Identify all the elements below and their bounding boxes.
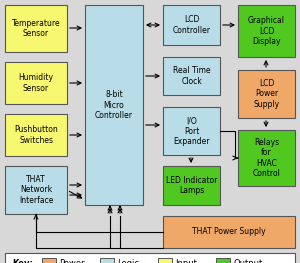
- Bar: [5, 166, 67, 214]
- Text: 8-bit
Micro
Controller: 8-bit Micro Controller: [95, 90, 133, 120]
- Text: I/O
Port
Expander: I/O Port Expander: [173, 116, 210, 146]
- Bar: [100, 258, 114, 263]
- Text: LCD
Power
Supply: LCD Power Supply: [254, 79, 280, 109]
- Bar: [163, 5, 220, 45]
- Text: LCD
Controller: LCD Controller: [172, 15, 211, 35]
- Bar: [5, 253, 295, 263]
- Text: Real Time
Clock: Real Time Clock: [173, 66, 210, 86]
- Text: Output: Output: [233, 260, 262, 263]
- Text: Humidity
Sensor: Humidity Sensor: [19, 73, 53, 93]
- Bar: [238, 5, 295, 57]
- Bar: [163, 57, 220, 95]
- Text: Graphical
LCD
Display: Graphical LCD Display: [248, 16, 285, 46]
- Bar: [163, 216, 295, 248]
- Bar: [42, 258, 56, 263]
- Bar: [5, 5, 67, 52]
- Text: Input: Input: [175, 260, 197, 263]
- Text: Temperature
Sensor: Temperature Sensor: [12, 19, 60, 38]
- Text: THAT
Network
Interface: THAT Network Interface: [19, 175, 53, 205]
- Text: Power: Power: [59, 260, 85, 263]
- Text: Relays
for
HVAC
Control: Relays for HVAC Control: [253, 138, 280, 178]
- Bar: [85, 5, 143, 205]
- Bar: [163, 107, 220, 155]
- Bar: [238, 70, 295, 118]
- Text: Logic: Logic: [117, 260, 139, 263]
- Text: Key:: Key:: [12, 260, 33, 263]
- Bar: [163, 166, 220, 205]
- Bar: [216, 258, 230, 263]
- Text: Pushbutton
Switches: Pushbutton Switches: [14, 125, 58, 145]
- Bar: [5, 114, 67, 156]
- Bar: [5, 62, 67, 104]
- Bar: [158, 258, 172, 263]
- Text: LED Indicator
Lamps: LED Indicator Lamps: [166, 176, 217, 195]
- Text: THAT Power Supply: THAT Power Supply: [192, 227, 266, 236]
- Bar: [238, 130, 295, 186]
